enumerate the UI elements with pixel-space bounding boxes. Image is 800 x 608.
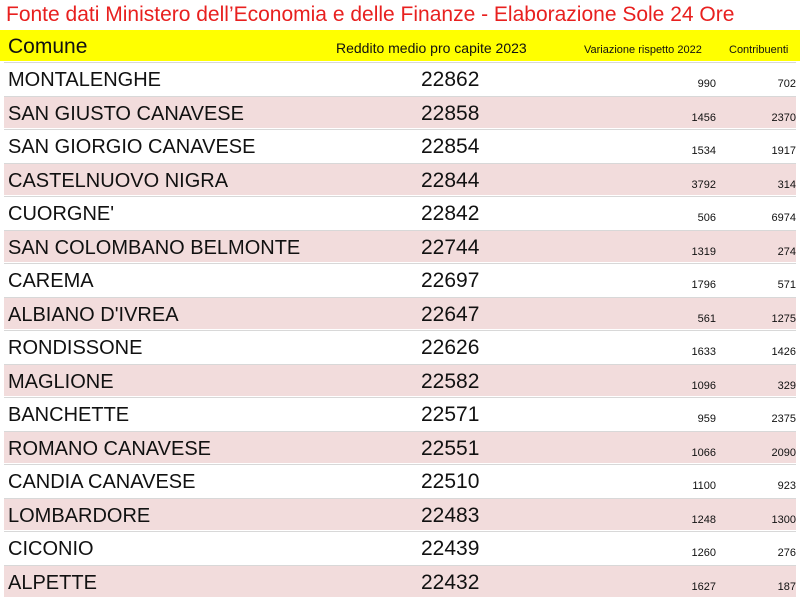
cell-reddito: 22697 xyxy=(421,269,480,292)
cell-comune: ROMANO CANAVESE xyxy=(8,437,211,460)
table-row: CASTELNUOVO NIGRA 22844 3792 314 xyxy=(4,162,796,195)
cell-comune: SAN COLOMBANO BELMONTE xyxy=(8,236,301,259)
cell-variazione: 1248 xyxy=(691,513,716,526)
cell-contribuenti: 1917 xyxy=(771,145,796,157)
cell-comune: RONDISSONE xyxy=(8,337,143,359)
table-row: BANCHETTE 22571 959 2375 xyxy=(4,397,796,430)
cell-reddito: 22647 xyxy=(421,302,480,326)
cell-reddito: 22571 xyxy=(421,403,480,426)
cell-reddito: 22582 xyxy=(421,369,480,393)
table-row: RONDISSONE 22626 1633 1426 xyxy=(4,330,796,363)
cell-contribuenti: 276 xyxy=(777,547,796,559)
cell-contribuenti: 274 xyxy=(777,245,796,258)
table-row: MAGLIONE 22582 1096 329 xyxy=(4,363,796,396)
cell-variazione: 1534 xyxy=(691,145,716,157)
cell-contribuenti: 314 xyxy=(777,178,796,191)
cell-contribuenti: 2370 xyxy=(771,111,796,124)
table-row: CUORGNE' 22842 506 6974 xyxy=(4,196,796,229)
cell-reddito: 22862 xyxy=(421,68,480,91)
cell-comune: BANCHETTE xyxy=(8,404,130,426)
cell-reddito: 22510 xyxy=(421,470,480,493)
cell-contribuenti: 1275 xyxy=(771,312,796,325)
cell-reddito: 22439 xyxy=(421,537,480,560)
table-row: CANDIA CANAVESE 22510 1100 923 xyxy=(4,464,796,497)
cell-variazione: 959 xyxy=(697,413,716,425)
table-row: CAREMA 22697 1796 571 xyxy=(4,263,796,296)
cell-reddito: 22432 xyxy=(421,570,480,594)
cell-reddito: 22844 xyxy=(421,168,480,192)
cell-reddito: 22842 xyxy=(421,202,480,225)
cell-variazione: 1627 xyxy=(691,580,716,593)
header-variazione: Variazione rispetto 2022 xyxy=(584,44,702,56)
cell-comune: MAGLIONE xyxy=(8,370,114,393)
cell-variazione: 1796 xyxy=(691,279,716,291)
cell-variazione: 1066 xyxy=(691,446,716,459)
cell-contribuenti: 6974 xyxy=(771,212,796,224)
source-title: Fonte dati Ministero dell’Economia e del… xyxy=(6,3,735,26)
cell-reddito: 22858 xyxy=(421,101,480,125)
table-row: ROMANO CANAVESE 22551 1066 2090 xyxy=(4,430,796,463)
table-row: SAN GIUSTO CANAVESE 22858 1456 2370 xyxy=(4,95,796,128)
cell-comune: SAN GIORGIO CANAVESE xyxy=(8,136,256,158)
cell-comune: CUORGNE' xyxy=(8,203,115,225)
cell-contribuenti: 329 xyxy=(777,379,796,392)
table-row: SAN COLOMBANO BELMONTE 22744 1319 274 xyxy=(4,229,796,262)
cell-reddito: 22854 xyxy=(421,135,480,158)
header-comune: Comune xyxy=(8,35,88,58)
header-reddito: Reddito medio pro capite 2023 xyxy=(336,40,527,56)
cell-contribuenti: 1300 xyxy=(771,513,796,526)
cell-contribuenti: 2090 xyxy=(771,446,796,459)
cell-variazione: 506 xyxy=(697,212,716,224)
cell-comune: MONTALENGHE xyxy=(8,69,161,91)
cell-comune: ALBIANO D'IVREA xyxy=(8,303,179,326)
cell-variazione: 3792 xyxy=(691,178,716,191)
table-row: CICONIO 22439 1260 276 xyxy=(4,531,796,564)
cell-variazione: 561 xyxy=(697,312,716,325)
cell-contribuenti: 702 xyxy=(777,78,796,90)
cell-variazione: 1096 xyxy=(691,379,716,392)
cell-variazione: 1633 xyxy=(691,346,716,358)
table-row: ALBIANO D'IVREA 22647 561 1275 xyxy=(4,296,796,329)
cell-reddito: 22744 xyxy=(421,235,480,259)
cell-variazione: 1319 xyxy=(691,245,716,258)
table-row: MONTALENGHE 22862 990 702 xyxy=(4,62,796,95)
cell-contribuenti: 2375 xyxy=(771,413,796,425)
cell-contribuenti: 571 xyxy=(777,279,796,291)
cell-comune: SAN GIUSTO CANAVESE xyxy=(8,102,244,125)
cell-comune: CASTELNUOVO NIGRA xyxy=(8,169,229,192)
cell-comune: LOMBARDORE xyxy=(8,504,151,527)
table-row: ALPETTE 22432 1627 187 xyxy=(4,564,796,597)
cell-contribuenti: 923 xyxy=(777,480,796,492)
cell-comune: ALPETTE xyxy=(8,571,97,594)
cell-comune: CICONIO xyxy=(8,538,94,560)
table-row: LOMBARDORE 22483 1248 1300 xyxy=(4,497,796,530)
table-header: Comune Reddito medio pro capite 2023 Var… xyxy=(0,30,800,61)
table-row: SAN GIORGIO CANAVESE 22854 1534 1917 xyxy=(4,129,796,162)
cell-comune: CAREMA xyxy=(8,270,94,292)
cell-comune: CANDIA CANAVESE xyxy=(8,471,196,493)
cell-reddito: 22551 xyxy=(421,436,480,460)
cell-variazione: 1100 xyxy=(692,480,716,492)
cell-contribuenti: 1426 xyxy=(771,346,796,358)
cell-variazione: 990 xyxy=(697,78,716,90)
cell-variazione: 1260 xyxy=(691,547,716,559)
header-contribuenti: Contribuenti xyxy=(729,44,789,56)
cell-contribuenti: 187 xyxy=(777,580,796,593)
cell-reddito: 22626 xyxy=(421,336,480,359)
cell-reddito: 22483 xyxy=(421,503,480,527)
cell-variazione: 1456 xyxy=(691,111,716,124)
table-body: MONTALENGHE 22862 990 702 SAN GIUSTO CANAVES… xyxy=(0,62,800,597)
